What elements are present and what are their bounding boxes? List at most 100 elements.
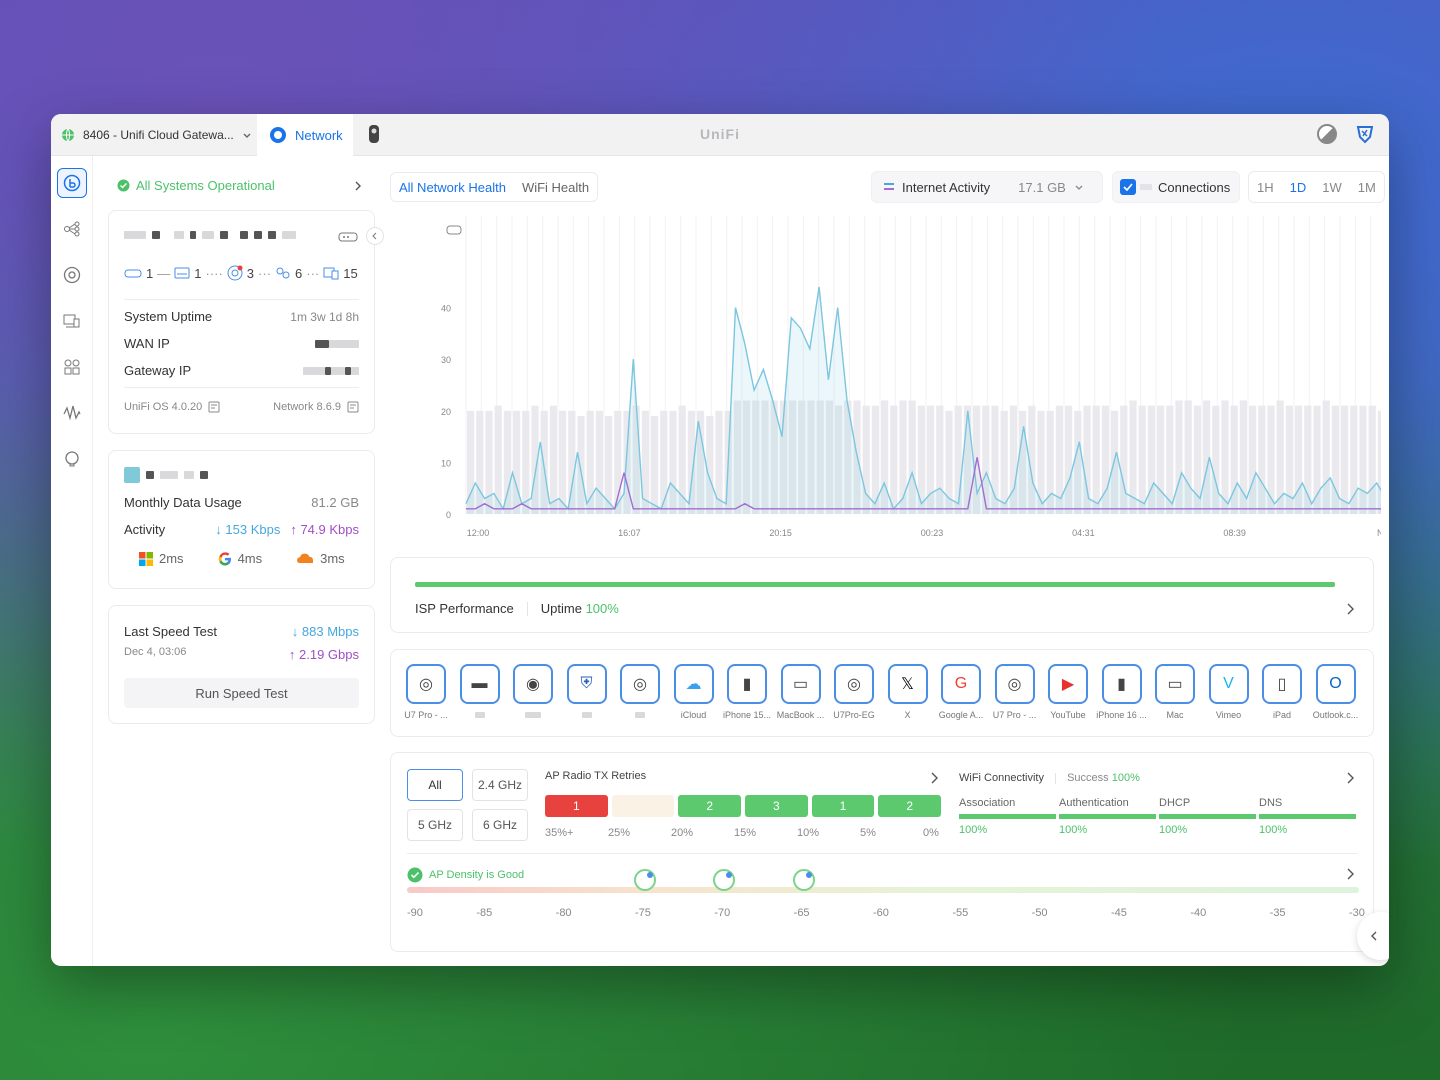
- band-6g-button[interactable]: 6 GHz: [472, 809, 528, 841]
- connections-bar: [467, 410, 475, 514]
- connections-bar: [982, 405, 990, 514]
- internet-activity-select[interactable]: Internet Activity 17.1 GB: [871, 171, 1103, 203]
- client-label: U7 Pro - ...: [992, 710, 1037, 720]
- topology-icon: [64, 221, 80, 237]
- connections-bar: [1147, 405, 1155, 514]
- connections-bar: [899, 400, 907, 514]
- connections-bar: [1019, 410, 1027, 514]
- client-label: iCloud: [680, 710, 707, 720]
- client-15[interactable]: V: [1208, 664, 1249, 704]
- isp-row: ISP Performance Uptime 100%: [415, 601, 619, 616]
- chevron-right-icon[interactable]: [929, 771, 939, 785]
- client-12[interactable]: ▶: [1048, 664, 1088, 704]
- isp-performance-card[interactable]: ISP Performance Uptime 100%: [390, 557, 1374, 633]
- title-bar: 8406 - Unifi Cloud Gatewa... Network Uni…: [51, 114, 1389, 156]
- protect-app-icon[interactable]: [367, 124, 381, 144]
- band-2g-button[interactable]: 2.4 GHz: [472, 769, 528, 801]
- tab-wifi-health[interactable]: WiFi Health: [521, 179, 590, 195]
- checkbox-checked-icon[interactable]: [1120, 179, 1136, 195]
- release-notes-icon[interactable]: [347, 401, 359, 413]
- connections-bar: [789, 400, 797, 514]
- system-status[interactable]: All Systems Operational: [117, 178, 363, 193]
- client-14[interactable]: ▭: [1155, 664, 1195, 704]
- density-tick: -90: [407, 907, 423, 919]
- run-speed-test-button[interactable]: Run Speed Test: [124, 678, 359, 708]
- range-1h[interactable]: 1H: [1257, 179, 1274, 195]
- connections-bar: [568, 410, 576, 514]
- tab-all-network-health[interactable]: All Network Health: [399, 179, 506, 195]
- client-5[interactable]: ☁: [673, 664, 714, 704]
- client-13[interactable]: ▮: [1101, 664, 1142, 704]
- wifi-stage: Authentication 100%: [1059, 797, 1156, 836]
- nav-devices[interactable]: [57, 260, 87, 290]
- density-tick: -60: [873, 907, 889, 919]
- microsoft-icon: [139, 551, 153, 566]
- ap-density-marker[interactable]: [713, 869, 736, 891]
- retry-cell: [611, 795, 675, 817]
- client-11[interactable]: ◎: [994, 664, 1035, 704]
- tab-network[interactable]: Network: [257, 114, 353, 156]
- client-10[interactable]: G: [941, 664, 981, 704]
- cloudflare-latency: 3ms: [320, 551, 345, 566]
- client-1[interactable]: ▬: [459, 664, 500, 704]
- internet-activity-chart[interactable]: 4030201008.86.64.42.20.0Mbps12:0016:0720…: [391, 214, 1381, 544]
- range-1d[interactable]: 1D: [1289, 179, 1307, 195]
- chevron-right-icon[interactable]: [1345, 867, 1355, 881]
- client-4[interactable]: ◎: [620, 664, 660, 704]
- connections-bar: [954, 405, 962, 514]
- nav-apps[interactable]: [57, 352, 87, 382]
- range-1w[interactable]: 1W: [1322, 179, 1342, 195]
- nav-dashboard[interactable]: [57, 168, 87, 198]
- x-axis-tick: 00:23: [921, 528, 944, 538]
- chevron-right-icon: [1347, 603, 1354, 615]
- console-selector[interactable]: 8406 - Unifi Cloud Gatewa...: [61, 123, 252, 147]
- connections-bar: [476, 410, 484, 514]
- connections-bar: [559, 410, 567, 514]
- connections-bar: [871, 405, 879, 514]
- theme-toggle-icon[interactable]: [1317, 124, 1337, 144]
- connections-bar: [595, 410, 603, 514]
- vimeo-icon: V: [1223, 675, 1234, 692]
- nav-insights[interactable]: [57, 398, 87, 428]
- client-label: Google A...: [938, 710, 984, 720]
- connections-toggle[interactable]: Connections: [1112, 171, 1240, 203]
- client-16[interactable]: ▯: [1262, 664, 1302, 704]
- speedtest-up-value: 2.19 Gbps: [299, 647, 359, 662]
- client-0[interactable]: ◎: [406, 664, 446, 704]
- client-7[interactable]: ▭: [780, 664, 821, 704]
- client-8[interactable]: ◎: [834, 664, 874, 704]
- collapse-panel-button[interactable]: [366, 227, 384, 245]
- activity-up: 74.9 Kbps: [300, 522, 359, 537]
- band-5g-button[interactable]: 5 GHz: [407, 809, 463, 841]
- left-axis-tick: 10: [441, 458, 451, 468]
- connections-bar: [798, 400, 806, 514]
- tx-retries-axis: 35%+ 25% 20% 15% 10% 5% 0%: [545, 827, 945, 841]
- client-2[interactable]: ◉: [513, 664, 553, 704]
- band-all-button[interactable]: All: [407, 769, 463, 801]
- client-label: Mac: [1166, 710, 1184, 720]
- release-notes-icon[interactable]: [208, 401, 220, 413]
- device-icon: [63, 266, 81, 284]
- client-9[interactable]: 𝕏: [887, 664, 928, 704]
- client-3[interactable]: ⛨: [566, 664, 607, 704]
- nav-topology[interactable]: [57, 214, 87, 244]
- ap-density-marker[interactable]: [792, 869, 815, 891]
- range-1m[interactable]: 1M: [1357, 179, 1376, 195]
- nav-clients[interactable]: [57, 306, 87, 336]
- connections-bar: [1258, 405, 1266, 514]
- ap-icon: [227, 265, 243, 281]
- ap-dot-icon: [726, 872, 733, 878]
- internet-activity-value: 17.1 GB: [1018, 179, 1066, 195]
- client-6[interactable]: ▮: [727, 664, 767, 704]
- ap-dot-icon: [805, 872, 812, 878]
- left-axis-tick: 30: [441, 355, 451, 365]
- client-label: iPhone 16 ...: [1096, 710, 1147, 720]
- nav-settings[interactable]: [57, 444, 87, 474]
- shield-logo-icon[interactable]: [1355, 124, 1375, 144]
- retry-tick: 20%: [671, 827, 694, 839]
- side-panel-handle[interactable]: [1357, 912, 1389, 960]
- ap-density-marker[interactable]: [634, 869, 656, 891]
- chart-gateway-icon: [446, 225, 462, 235]
- client-17[interactable]: O: [1315, 664, 1356, 704]
- chevron-right-icon[interactable]: [1345, 771, 1355, 785]
